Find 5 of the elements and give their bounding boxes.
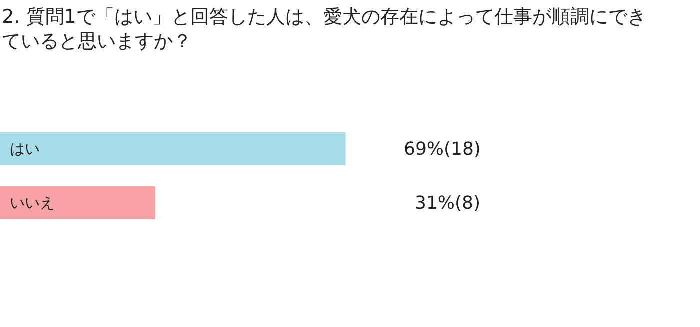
data-label: 69%(18) (404, 139, 481, 160)
chart-title: 2. 質問1で「はい」と回答した人は、愛犬の存在によって仕事が順調にできていると思いますか？ (2, 6, 646, 53)
y-tick-label: はい (10, 140, 40, 158)
y-tick-label: いいえ (10, 194, 55, 212)
data-label: 31%(8) (415, 193, 481, 214)
